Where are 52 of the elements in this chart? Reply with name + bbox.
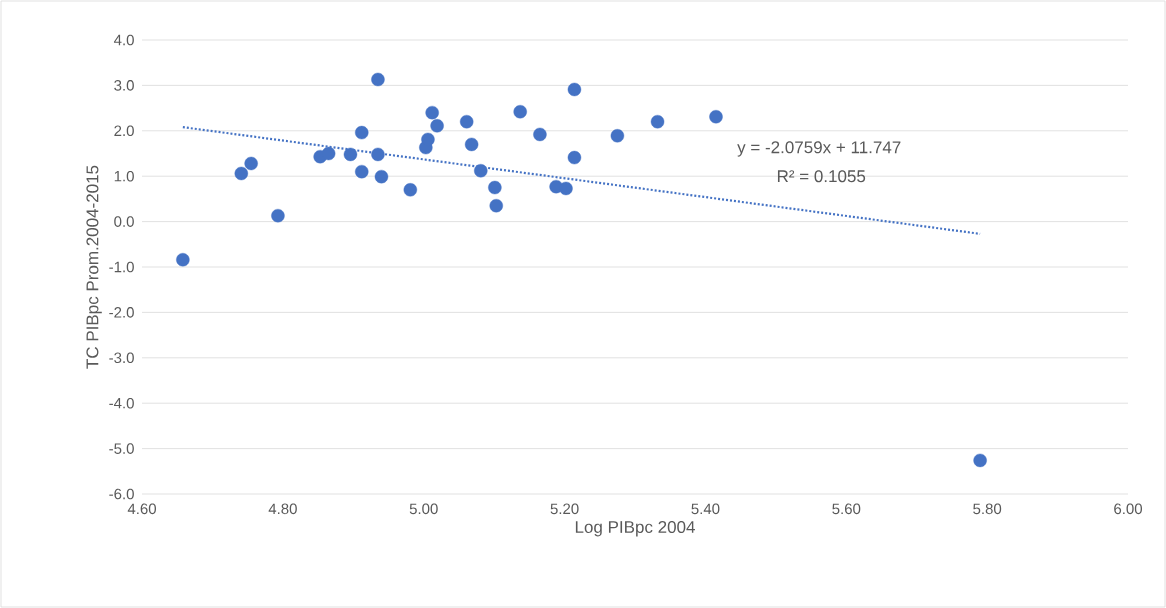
point — [234, 166, 248, 181]
point — [321, 146, 336, 161]
point — [403, 183, 418, 197]
point — [567, 150, 582, 165]
point — [459, 115, 474, 129]
point — [488, 180, 502, 195]
x-tick-label: 5.20 — [550, 503, 579, 515]
y-tick-label: -2.0 — [109, 307, 134, 318]
point — [371, 72, 385, 87]
y-tick-label: 1.0 — [114, 170, 134, 182]
point — [343, 147, 358, 162]
y-tick-label: -3.0 — [109, 352, 134, 364]
point — [513, 105, 527, 119]
point — [421, 132, 435, 147]
y-axis-title: TC PIBpc Prom.2004-2015 — [86, 165, 102, 369]
x-tick-label: 4.80 — [268, 503, 297, 515]
point — [567, 82, 582, 97]
x-axis-title: Log PIBpc 2004 — [575, 520, 695, 537]
point — [244, 156, 258, 171]
x-tick-label: 4.60 — [127, 503, 156, 515]
x-tick-label: 5.40 — [691, 503, 720, 515]
x-tick-label: 5.80 — [973, 503, 1002, 515]
point — [464, 137, 479, 152]
point — [533, 127, 547, 142]
point — [474, 164, 488, 178]
point — [559, 181, 573, 196]
x-tick-label: 5.00 — [409, 503, 438, 515]
y-tick-label: 0.0 — [114, 216, 134, 227]
point — [489, 199, 503, 213]
point — [355, 125, 369, 140]
y-tick-label: 2.0 — [114, 125, 134, 137]
annotation: y = -2.0759x + 11.747 — [737, 141, 901, 157]
y-tick-label: 3.0 — [114, 80, 134, 91]
y-tick-label: -6.0 — [109, 488, 134, 500]
point — [430, 119, 444, 133]
point — [650, 115, 665, 129]
y-tick-label: -1.0 — [109, 261, 134, 273]
annotation: R² = 0.1055 — [777, 170, 866, 183]
y-tick-label: -5.0 — [109, 443, 134, 454]
point — [355, 164, 369, 179]
y-tick-label: -4.0 — [109, 397, 134, 409]
point — [610, 129, 625, 143]
x-tick-label: 6.00 — [1114, 503, 1143, 515]
point — [371, 147, 385, 162]
point — [374, 169, 389, 184]
x-tick-label: 5.60 — [832, 503, 861, 515]
point — [973, 453, 987, 468]
y-tick-label: 4.0 — [113, 34, 134, 46]
point — [425, 105, 439, 120]
point — [709, 110, 723, 124]
point — [271, 208, 285, 223]
point — [176, 253, 190, 267]
